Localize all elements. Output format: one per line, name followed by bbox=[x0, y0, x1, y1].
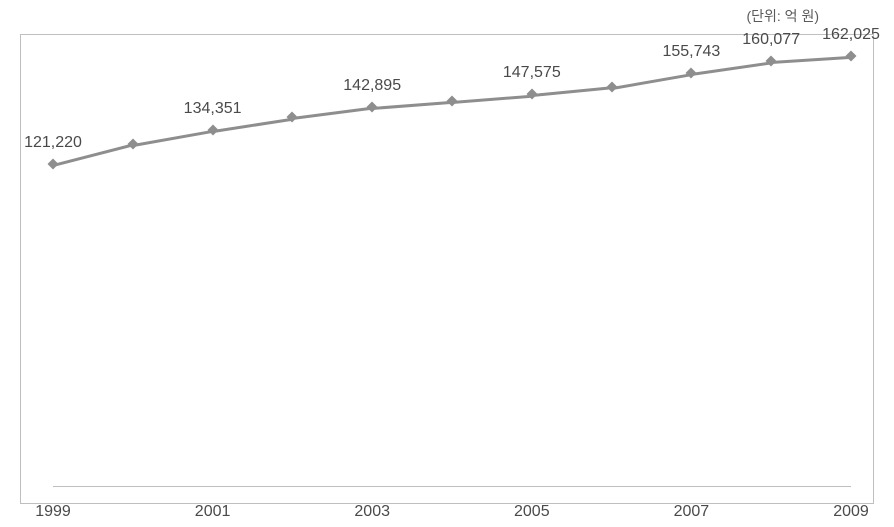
data-point bbox=[606, 81, 617, 92]
data-point bbox=[127, 138, 138, 149]
x-tick-label: 2005 bbox=[514, 503, 550, 521]
line-segment bbox=[372, 101, 452, 110]
line-segment bbox=[133, 130, 213, 147]
data-label: 142,895 bbox=[343, 77, 401, 95]
data-label: 160,077 bbox=[742, 31, 800, 49]
x-tick-label: 2001 bbox=[195, 503, 231, 521]
line-segment bbox=[532, 87, 612, 98]
line-segment bbox=[292, 107, 372, 120]
data-point bbox=[287, 112, 298, 123]
data-point bbox=[367, 101, 378, 112]
data-label: 162,025 bbox=[822, 26, 880, 44]
data-label: 134,351 bbox=[184, 100, 242, 118]
line-segment bbox=[612, 73, 692, 90]
unit-label: (단위: 억 원) bbox=[746, 6, 819, 26]
data-point bbox=[207, 124, 218, 135]
data-label: 147,575 bbox=[503, 64, 561, 82]
x-tick-label: 2009 bbox=[833, 503, 869, 521]
x-tick-label: 2007 bbox=[674, 503, 710, 521]
data-point bbox=[526, 89, 537, 100]
line-segment bbox=[771, 56, 851, 64]
x-tick-label: 2003 bbox=[354, 503, 390, 521]
line-segment bbox=[452, 94, 532, 103]
data-point bbox=[48, 159, 59, 170]
x-tick-label: 1999 bbox=[35, 503, 71, 521]
data-point bbox=[846, 51, 857, 62]
data-point bbox=[686, 67, 697, 78]
plot-area: 121,2201999134,3512001142,8952003147,575… bbox=[20, 34, 874, 504]
data-label: 121,220 bbox=[24, 134, 82, 152]
data-point bbox=[447, 95, 458, 106]
line-segment bbox=[691, 61, 771, 75]
chart-container: (단위: 억 원) 121,2201999134,3512001142,8952… bbox=[0, 0, 894, 527]
data-label: 155,743 bbox=[662, 43, 720, 61]
x-axis bbox=[53, 486, 851, 487]
line-segment bbox=[213, 117, 293, 132]
data-point bbox=[766, 56, 777, 67]
